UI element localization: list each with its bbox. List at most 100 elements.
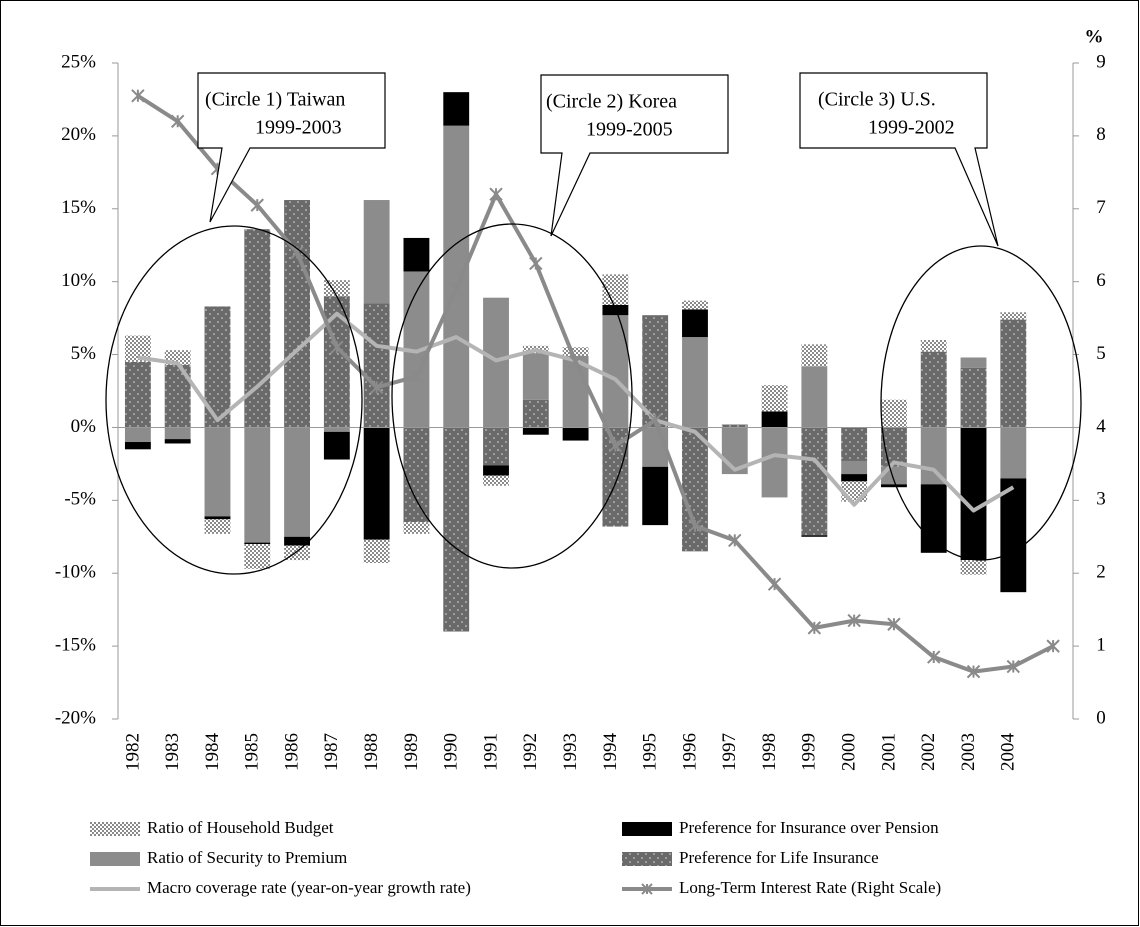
- bar: [124, 442, 151, 450]
- bar: [363, 303, 390, 428]
- x-tick-label: 1985: [242, 733, 263, 771]
- marker: [449, 282, 463, 296]
- bar: [960, 427, 987, 561]
- marker: [1046, 639, 1060, 653]
- bar: [881, 484, 907, 488]
- bar: [721, 424, 748, 428]
- bar: [920, 484, 947, 553]
- bar: [522, 427, 549, 435]
- bar: [164, 427, 191, 440]
- y2-tick-label: 3: [1096, 489, 1106, 510]
- bar: [1000, 427, 1027, 479]
- x-tick-label: 1990: [441, 733, 462, 771]
- y2-tick-label: 8: [1096, 124, 1106, 145]
- bar: [841, 460, 868, 475]
- bar: [164, 439, 191, 444]
- bar: [323, 427, 350, 432]
- bar: [801, 366, 828, 428]
- y-tick-label: 25%: [61, 51, 96, 72]
- x-tick-label: 1989: [401, 733, 422, 771]
- marker: [170, 114, 185, 129]
- bar: [522, 353, 549, 400]
- marker: [847, 613, 861, 628]
- bar: [920, 339, 947, 352]
- x-tick-label: 1999: [799, 733, 820, 771]
- marker: [330, 340, 344, 354]
- circle: [880, 245, 1082, 561]
- y2-axis-label: %: [1085, 26, 1104, 47]
- callout: [197, 72, 386, 223]
- x-tick-label: 2004: [998, 733, 1019, 772]
- bar: [483, 465, 509, 476]
- x-tick-label: 1996: [679, 733, 700, 771]
- x-tick-label: 1992: [520, 733, 541, 771]
- x-tick-label: 1982: [122, 733, 143, 771]
- marker: [529, 256, 543, 271]
- y2-tick-label: 5: [1096, 343, 1106, 364]
- y-tick-label: -20%: [55, 707, 96, 728]
- bar: [403, 522, 430, 534]
- bar: [403, 427, 430, 523]
- bar: [920, 351, 947, 428]
- legend: Ratio of Household Budget Preference for …: [90, 818, 941, 897]
- bar: [244, 229, 271, 428]
- bar: [483, 297, 509, 428]
- circle: [105, 225, 363, 575]
- marker: [369, 380, 384, 395]
- x-tick-label: 1987: [321, 733, 342, 771]
- bar: [1000, 319, 1027, 428]
- legend-label: Ratio of Security to Premium: [147, 848, 347, 867]
- x-tick-label: 1998: [759, 733, 780, 771]
- annotation: 1999-2002: [868, 117, 955, 139]
- marker: [648, 413, 662, 427]
- plot-area: -20% -15% -10% -5% 0% 5% 10% 15% 20% 25% 0 1 2 3 4 5 6 7 8…: [55, 51, 1106, 771]
- bar: [363, 427, 390, 540]
- marker: [927, 650, 941, 664]
- x-tick-label: 2002: [918, 733, 939, 771]
- marker: [489, 187, 503, 201]
- bar: [124, 427, 151, 443]
- marker: [728, 533, 742, 548]
- bar: [841, 474, 868, 482]
- legend-swatch: [90, 822, 140, 836]
- legend-label: Ratio of Household Budget: [147, 818, 334, 837]
- bar: [761, 427, 788, 498]
- marker: [250, 198, 264, 212]
- annotation: (Circle 2) Korea: [546, 91, 677, 113]
- legend-label: Macro coverage rate (year-on-year growth…: [147, 878, 471, 897]
- marker: [688, 519, 702, 533]
- bar: [284, 427, 310, 537]
- bar: [443, 427, 470, 632]
- bar: [284, 200, 310, 428]
- bar: [363, 200, 390, 304]
- bar: [284, 536, 310, 546]
- bar: [761, 385, 788, 412]
- y-tick-label: -10%: [55, 562, 96, 583]
- legend-label: Preference for Life Insurance: [679, 848, 879, 867]
- y2-tick-label: 0: [1096, 707, 1106, 728]
- bar: [562, 427, 589, 441]
- x-tick-label: 1986: [281, 733, 302, 771]
- y-tick-label: 10%: [61, 270, 96, 291]
- x-tick-label: 1995: [640, 733, 661, 771]
- x-tick-label: 2003: [958, 733, 979, 771]
- y-tick-label: 20%: [61, 124, 96, 145]
- bar: [522, 399, 549, 428]
- bar: [682, 337, 708, 428]
- bar: [920, 427, 947, 485]
- x-tick-label: 1997: [719, 733, 740, 771]
- bar: [801, 344, 828, 367]
- x-tick-label: 1984: [202, 733, 223, 772]
- bar: [323, 431, 350, 460]
- marker: [887, 617, 901, 631]
- annotation: (Circle 3) U.S.: [818, 89, 936, 111]
- x-tick-label: 1983: [162, 733, 183, 771]
- bar: [682, 300, 708, 310]
- x-tick-label: 1988: [361, 733, 382, 771]
- y2-tick-label: 1: [1096, 634, 1106, 655]
- bar: [562, 356, 589, 428]
- bar: [403, 237, 430, 272]
- y-tick-label: -15%: [55, 634, 96, 655]
